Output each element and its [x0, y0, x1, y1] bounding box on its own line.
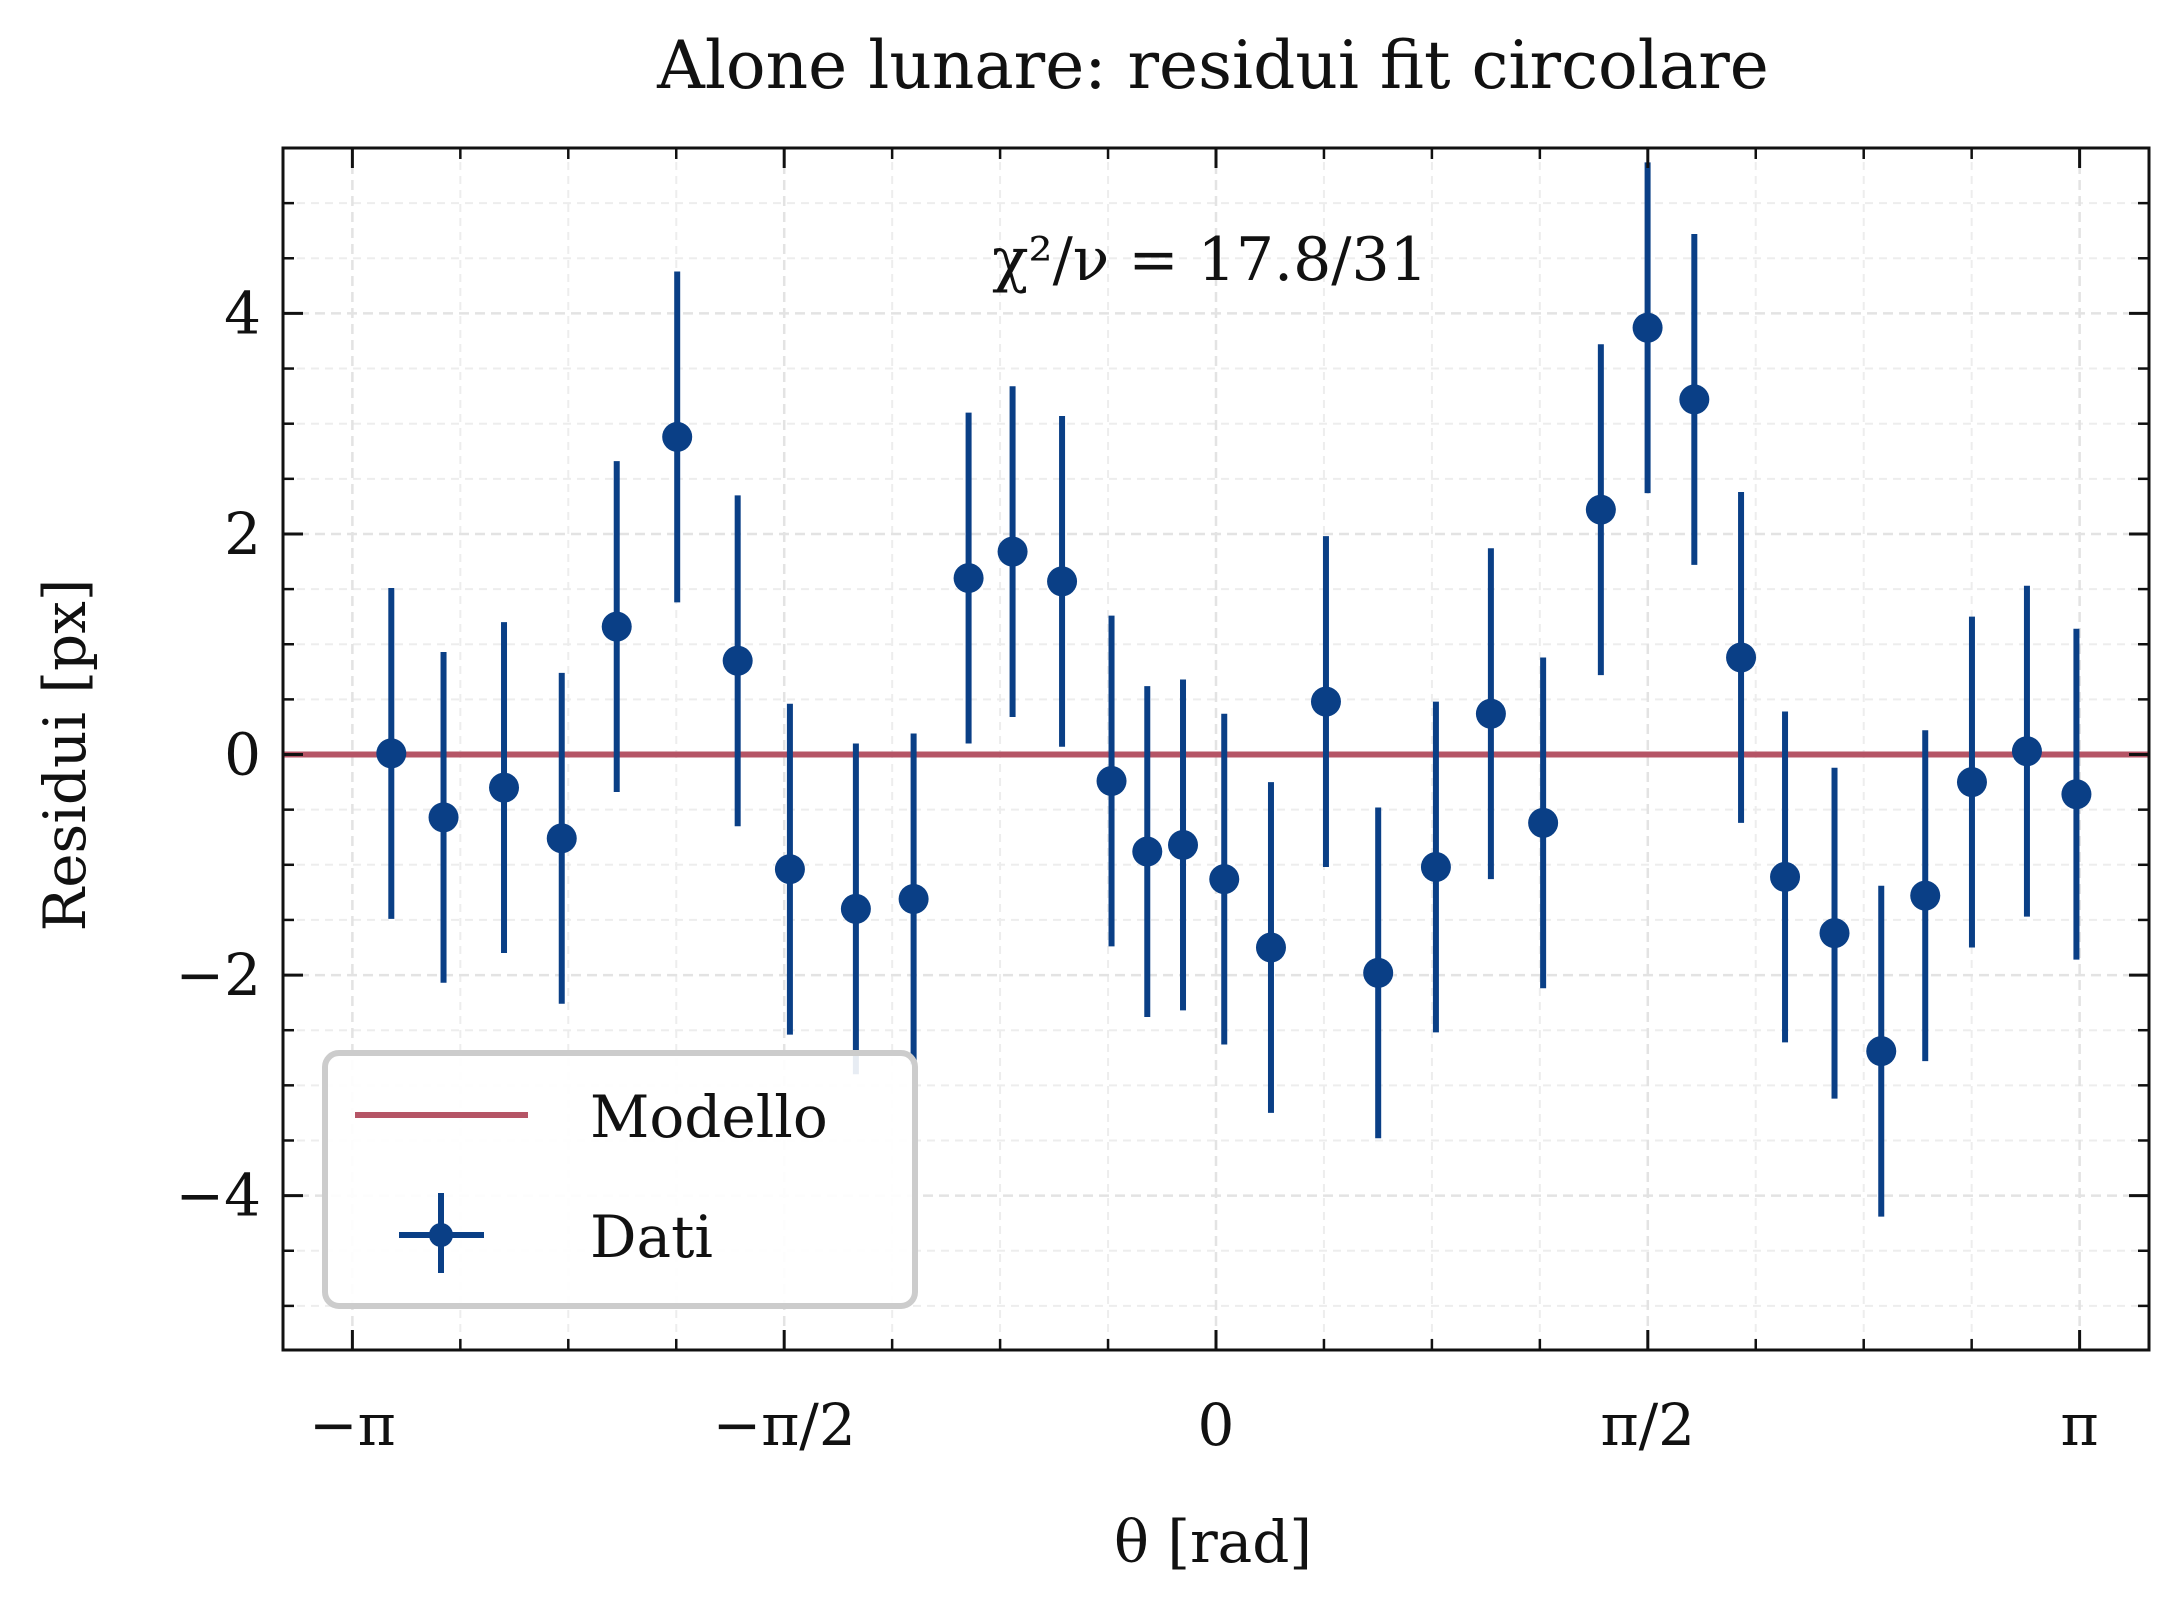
data-point — [376, 738, 407, 769]
x-tick-label: −π/2 — [713, 1391, 856, 1459]
data-point — [1632, 312, 1663, 343]
y-axis-label: Residui [px] — [31, 579, 99, 932]
data-point — [840, 893, 871, 924]
chi-square-annotation: χ²/ν = 17.8/31 — [992, 225, 1428, 295]
data-point — [1528, 807, 1559, 838]
data-point — [1956, 767, 1987, 798]
data-point — [2011, 736, 2042, 767]
data-point — [997, 536, 1028, 567]
data-point — [898, 883, 929, 914]
data-point — [1255, 932, 1286, 963]
x-tick-label: π/2 — [1601, 1391, 1696, 1459]
data-point — [1420, 851, 1451, 882]
x-tick-label: −π — [309, 1391, 396, 1459]
data-point — [601, 611, 632, 642]
data-point — [1132, 836, 1163, 867]
chart-title: Alone lunare: residui fit circolare — [656, 27, 1769, 104]
legend-model-label: Modello — [590, 1083, 828, 1151]
data-point — [722, 645, 753, 676]
data-point — [1866, 1036, 1897, 1067]
data-point — [1363, 957, 1394, 988]
data-point — [662, 421, 693, 452]
data-point — [1310, 686, 1341, 717]
data-point — [1168, 829, 1199, 860]
data-point — [489, 772, 520, 803]
tick-labels: −π −π/2 0 π/2 π −4 −2 0 2 4 — [176, 279, 2099, 1459]
y-tick-label: 4 — [224, 279, 261, 347]
x-tick-label: 0 — [1198, 1391, 1235, 1459]
y-tick-label: 2 — [224, 500, 261, 568]
y-tick-label: 0 — [224, 721, 261, 789]
tick-marks — [283, 148, 2149, 1350]
data-point — [1770, 861, 1801, 892]
data-point — [1910, 880, 1941, 911]
data-point — [1679, 384, 1710, 415]
y-tick-label: −4 — [176, 1162, 262, 1230]
data-point — [1047, 566, 1078, 597]
x-tick-label: π — [2061, 1391, 2099, 1459]
data-point — [1096, 765, 1127, 796]
data-point — [1585, 494, 1616, 525]
y-tick-label: −2 — [176, 941, 262, 1009]
data-point — [1475, 698, 1506, 729]
data-point — [953, 563, 984, 594]
data-point — [2061, 779, 2092, 810]
data-point — [1209, 864, 1240, 895]
data-points-layer — [376, 162, 2092, 1217]
data-point — [1726, 642, 1757, 673]
legend: Modello Dati — [322, 1050, 918, 1309]
data-point — [546, 823, 577, 854]
legend-data-label: Dati — [590, 1203, 713, 1271]
data-point — [428, 802, 459, 833]
data-point — [1819, 918, 1850, 949]
data-point — [774, 854, 805, 885]
legend-data-swatch — [399, 1193, 484, 1273]
x-axis-label: θ [rad] — [1114, 1508, 1312, 1576]
